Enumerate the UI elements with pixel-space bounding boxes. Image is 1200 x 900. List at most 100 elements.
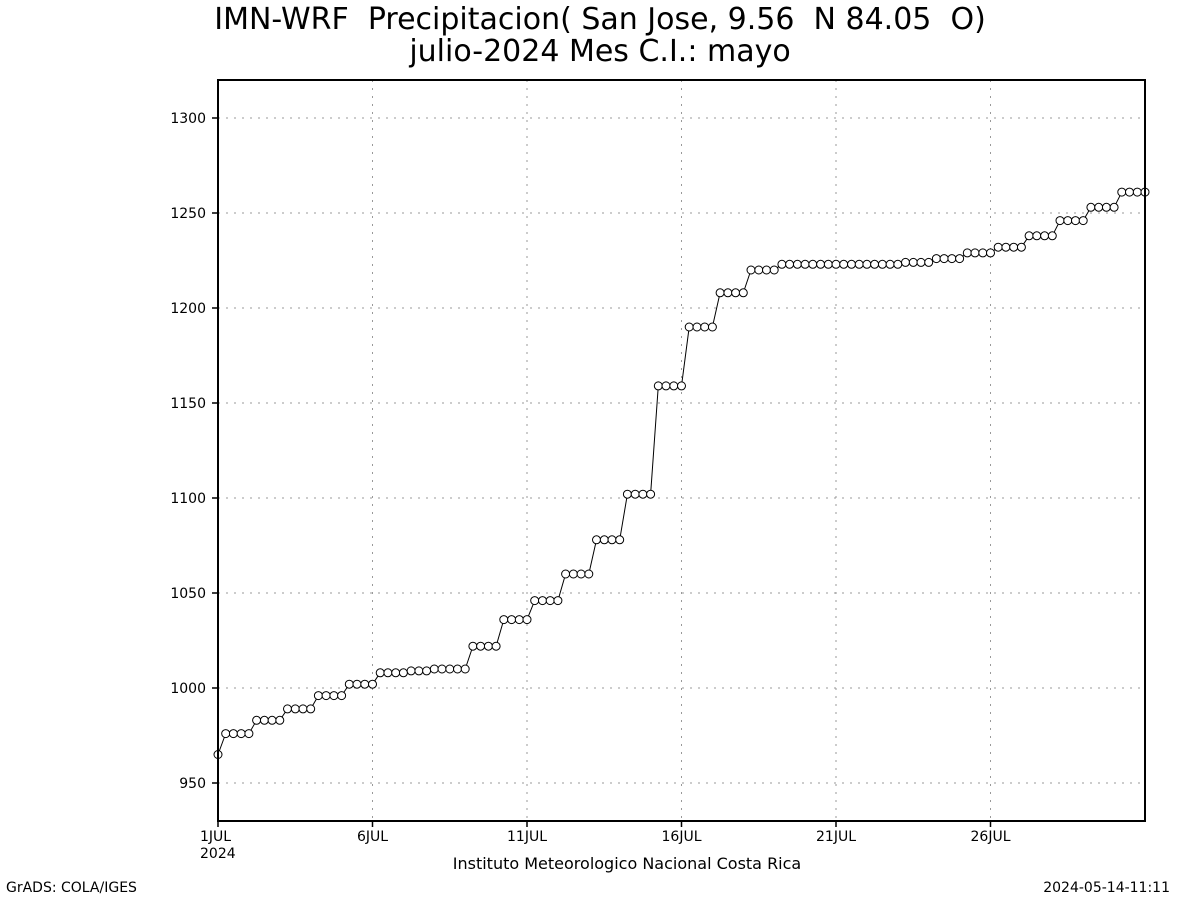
data-point — [391, 668, 401, 678]
data-point — [460, 664, 470, 674]
data-point — [1016, 242, 1026, 252]
data-point — [414, 666, 424, 676]
data-point — [754, 265, 764, 275]
data-point — [244, 729, 254, 739]
data-point — [1109, 202, 1119, 212]
data-point — [877, 259, 887, 269]
data-point — [1032, 231, 1042, 241]
data-point — [337, 691, 347, 701]
data-point — [1086, 202, 1096, 212]
data-point — [769, 265, 779, 275]
data-point — [553, 596, 563, 606]
data-point — [731, 288, 741, 298]
data-point — [383, 668, 393, 678]
data-point — [746, 265, 756, 275]
data-point — [259, 715, 269, 725]
data-point — [893, 259, 903, 269]
y-tick-label: 1300 — [170, 111, 206, 127]
data-point — [615, 535, 625, 545]
data-point — [1132, 187, 1142, 197]
data-point — [916, 257, 926, 267]
data-point — [816, 259, 826, 269]
data-point — [723, 288, 733, 298]
data-point — [530, 596, 540, 606]
data-point — [283, 704, 292, 714]
plot-frame — [217, 79, 1146, 822]
data-point — [1040, 231, 1050, 241]
data-point — [762, 265, 771, 275]
y-tick-label: 1000 — [170, 681, 206, 697]
data-point — [267, 715, 277, 725]
data-point — [568, 569, 578, 579]
y-tick-label: 1150 — [170, 396, 206, 412]
data-point — [700, 322, 710, 332]
data-point — [669, 381, 679, 391]
data-point — [707, 322, 717, 332]
data-point — [329, 691, 339, 701]
data-point — [522, 615, 532, 625]
data-point — [298, 704, 308, 714]
data-point — [476, 641, 486, 651]
data-point — [514, 615, 524, 625]
data-point — [313, 691, 323, 701]
data-point — [870, 259, 880, 269]
y-tick-label: 1200 — [170, 301, 206, 317]
data-point — [491, 641, 501, 651]
data-point — [1024, 231, 1034, 241]
data-point — [901, 257, 910, 267]
x-axis-label: Instituto Meteorologico Nacional Costa R… — [453, 854, 801, 873]
data-point — [592, 535, 601, 545]
data-point — [661, 381, 671, 391]
data-point — [854, 259, 864, 269]
data-point — [344, 679, 354, 689]
data-point — [1078, 216, 1088, 226]
data-point — [792, 259, 802, 269]
data-point — [607, 535, 617, 545]
x-tick-label: 16JUL — [662, 829, 702, 845]
data-point — [275, 715, 285, 725]
footer-timestamp: 2024-05-14-11:11 — [1043, 880, 1170, 896]
data-point — [545, 596, 555, 606]
data-point — [955, 254, 965, 264]
data-point — [1117, 187, 1127, 197]
data-point — [1071, 216, 1080, 226]
data-point — [483, 641, 493, 651]
data-point — [406, 666, 416, 676]
data-point — [468, 641, 478, 651]
series-line-group — [213, 187, 1150, 759]
data-point — [1055, 216, 1065, 226]
data-point — [422, 666, 432, 676]
y-tick-label: 1050 — [170, 586, 206, 602]
data-point — [839, 259, 849, 269]
data-point — [360, 679, 370, 689]
data-point — [453, 664, 462, 674]
grid-lines — [218, 80, 1145, 821]
data-point — [970, 248, 980, 258]
data-point — [684, 322, 694, 332]
data-point — [599, 535, 609, 545]
data-point — [236, 729, 246, 739]
data-point — [1094, 202, 1104, 212]
data-point — [507, 615, 517, 625]
data-point — [939, 254, 949, 264]
data-point — [715, 288, 725, 298]
data-point — [692, 322, 702, 332]
data-point — [1125, 187, 1134, 197]
data-point — [777, 259, 787, 269]
data-point — [677, 381, 686, 391]
data-point — [622, 489, 632, 499]
data-point — [368, 679, 377, 689]
data-point — [398, 668, 408, 678]
y-tick-label: 1100 — [170, 491, 206, 507]
data-point — [1063, 216, 1073, 226]
data-point — [738, 288, 748, 298]
data-point — [638, 489, 648, 499]
data-point — [785, 259, 795, 269]
x-tick-label: 26JUL — [971, 829, 1011, 845]
data-point — [885, 259, 895, 269]
data-point — [375, 668, 385, 678]
data-point — [1101, 202, 1111, 212]
data-point — [646, 489, 656, 499]
data-point — [1047, 231, 1057, 241]
